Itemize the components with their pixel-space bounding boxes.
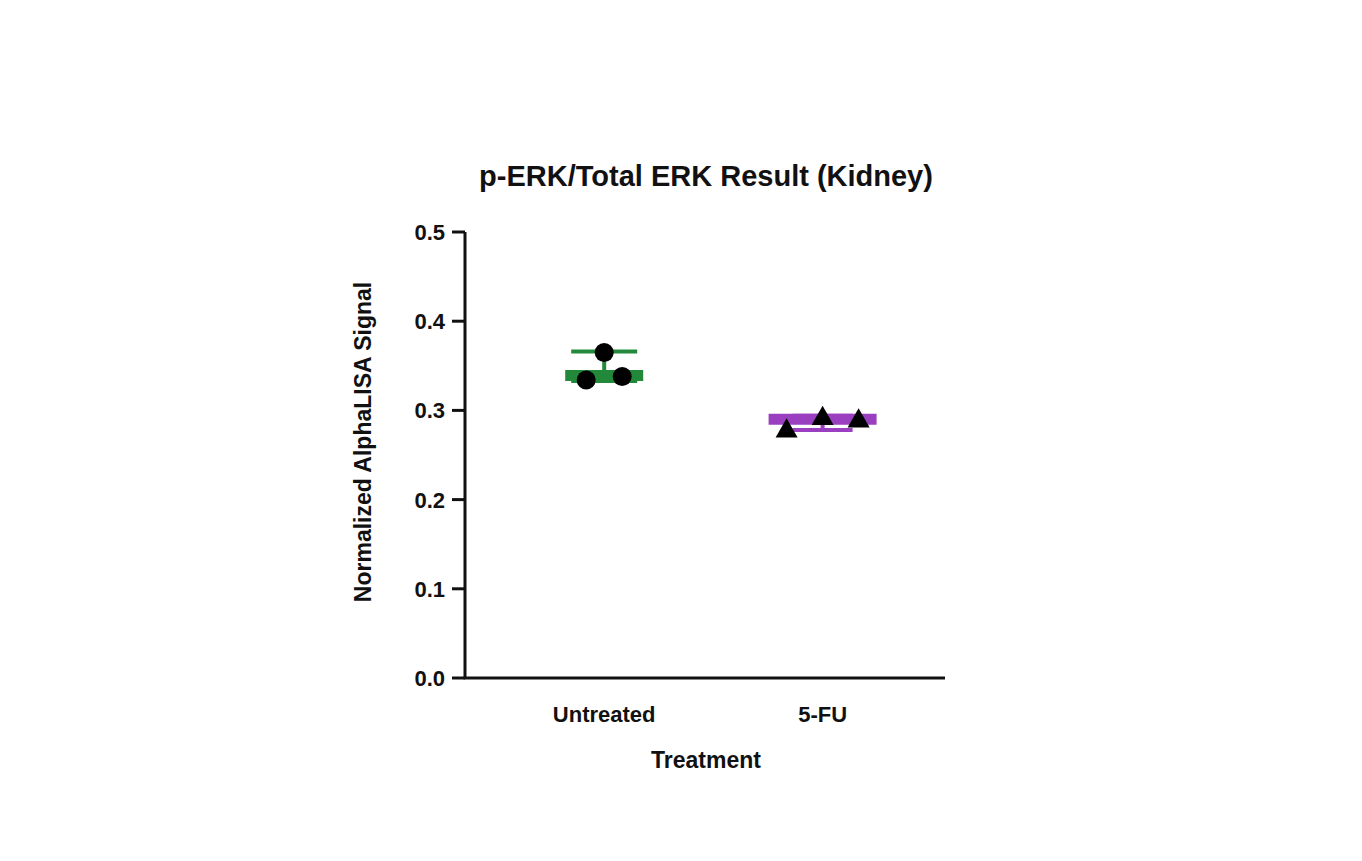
y-tick xyxy=(452,677,465,680)
y-tick xyxy=(452,320,465,323)
data-point xyxy=(595,343,614,362)
data-point xyxy=(613,367,632,386)
y-tick xyxy=(452,587,465,590)
y-axis-label: Normalized AlphaLISA Signal xyxy=(350,282,376,602)
data-point xyxy=(812,406,834,425)
chart: p-ERK/Total ERK Result (Kidney) Normalize… xyxy=(0,0,1362,861)
y-tick-label: 0.1 xyxy=(414,577,445,602)
x-tick-label: Untreated xyxy=(553,702,656,727)
y-tick-label: 0.4 xyxy=(414,309,445,334)
data-point xyxy=(776,418,798,437)
error-cap xyxy=(793,428,853,432)
y-tick-label: 0.3 xyxy=(414,398,445,423)
y-tick xyxy=(452,231,465,234)
data-point xyxy=(848,408,870,427)
data-point xyxy=(577,371,596,390)
y-tick xyxy=(452,498,465,501)
title: p-ERK/Total ERK Result (Kidney) xyxy=(479,160,933,192)
plot-area xyxy=(565,343,876,437)
y-tick-label: 0.2 xyxy=(414,488,445,513)
y-tick xyxy=(452,409,465,412)
background xyxy=(0,0,1362,861)
x-tick-label: 5-FU xyxy=(798,702,847,727)
y-axis xyxy=(464,232,467,678)
x-axis-label: Treatment xyxy=(651,747,761,773)
y-tick-label: 0.5 xyxy=(414,220,445,245)
y-tick-label: 0.0 xyxy=(414,666,445,691)
x-axis xyxy=(464,677,946,680)
